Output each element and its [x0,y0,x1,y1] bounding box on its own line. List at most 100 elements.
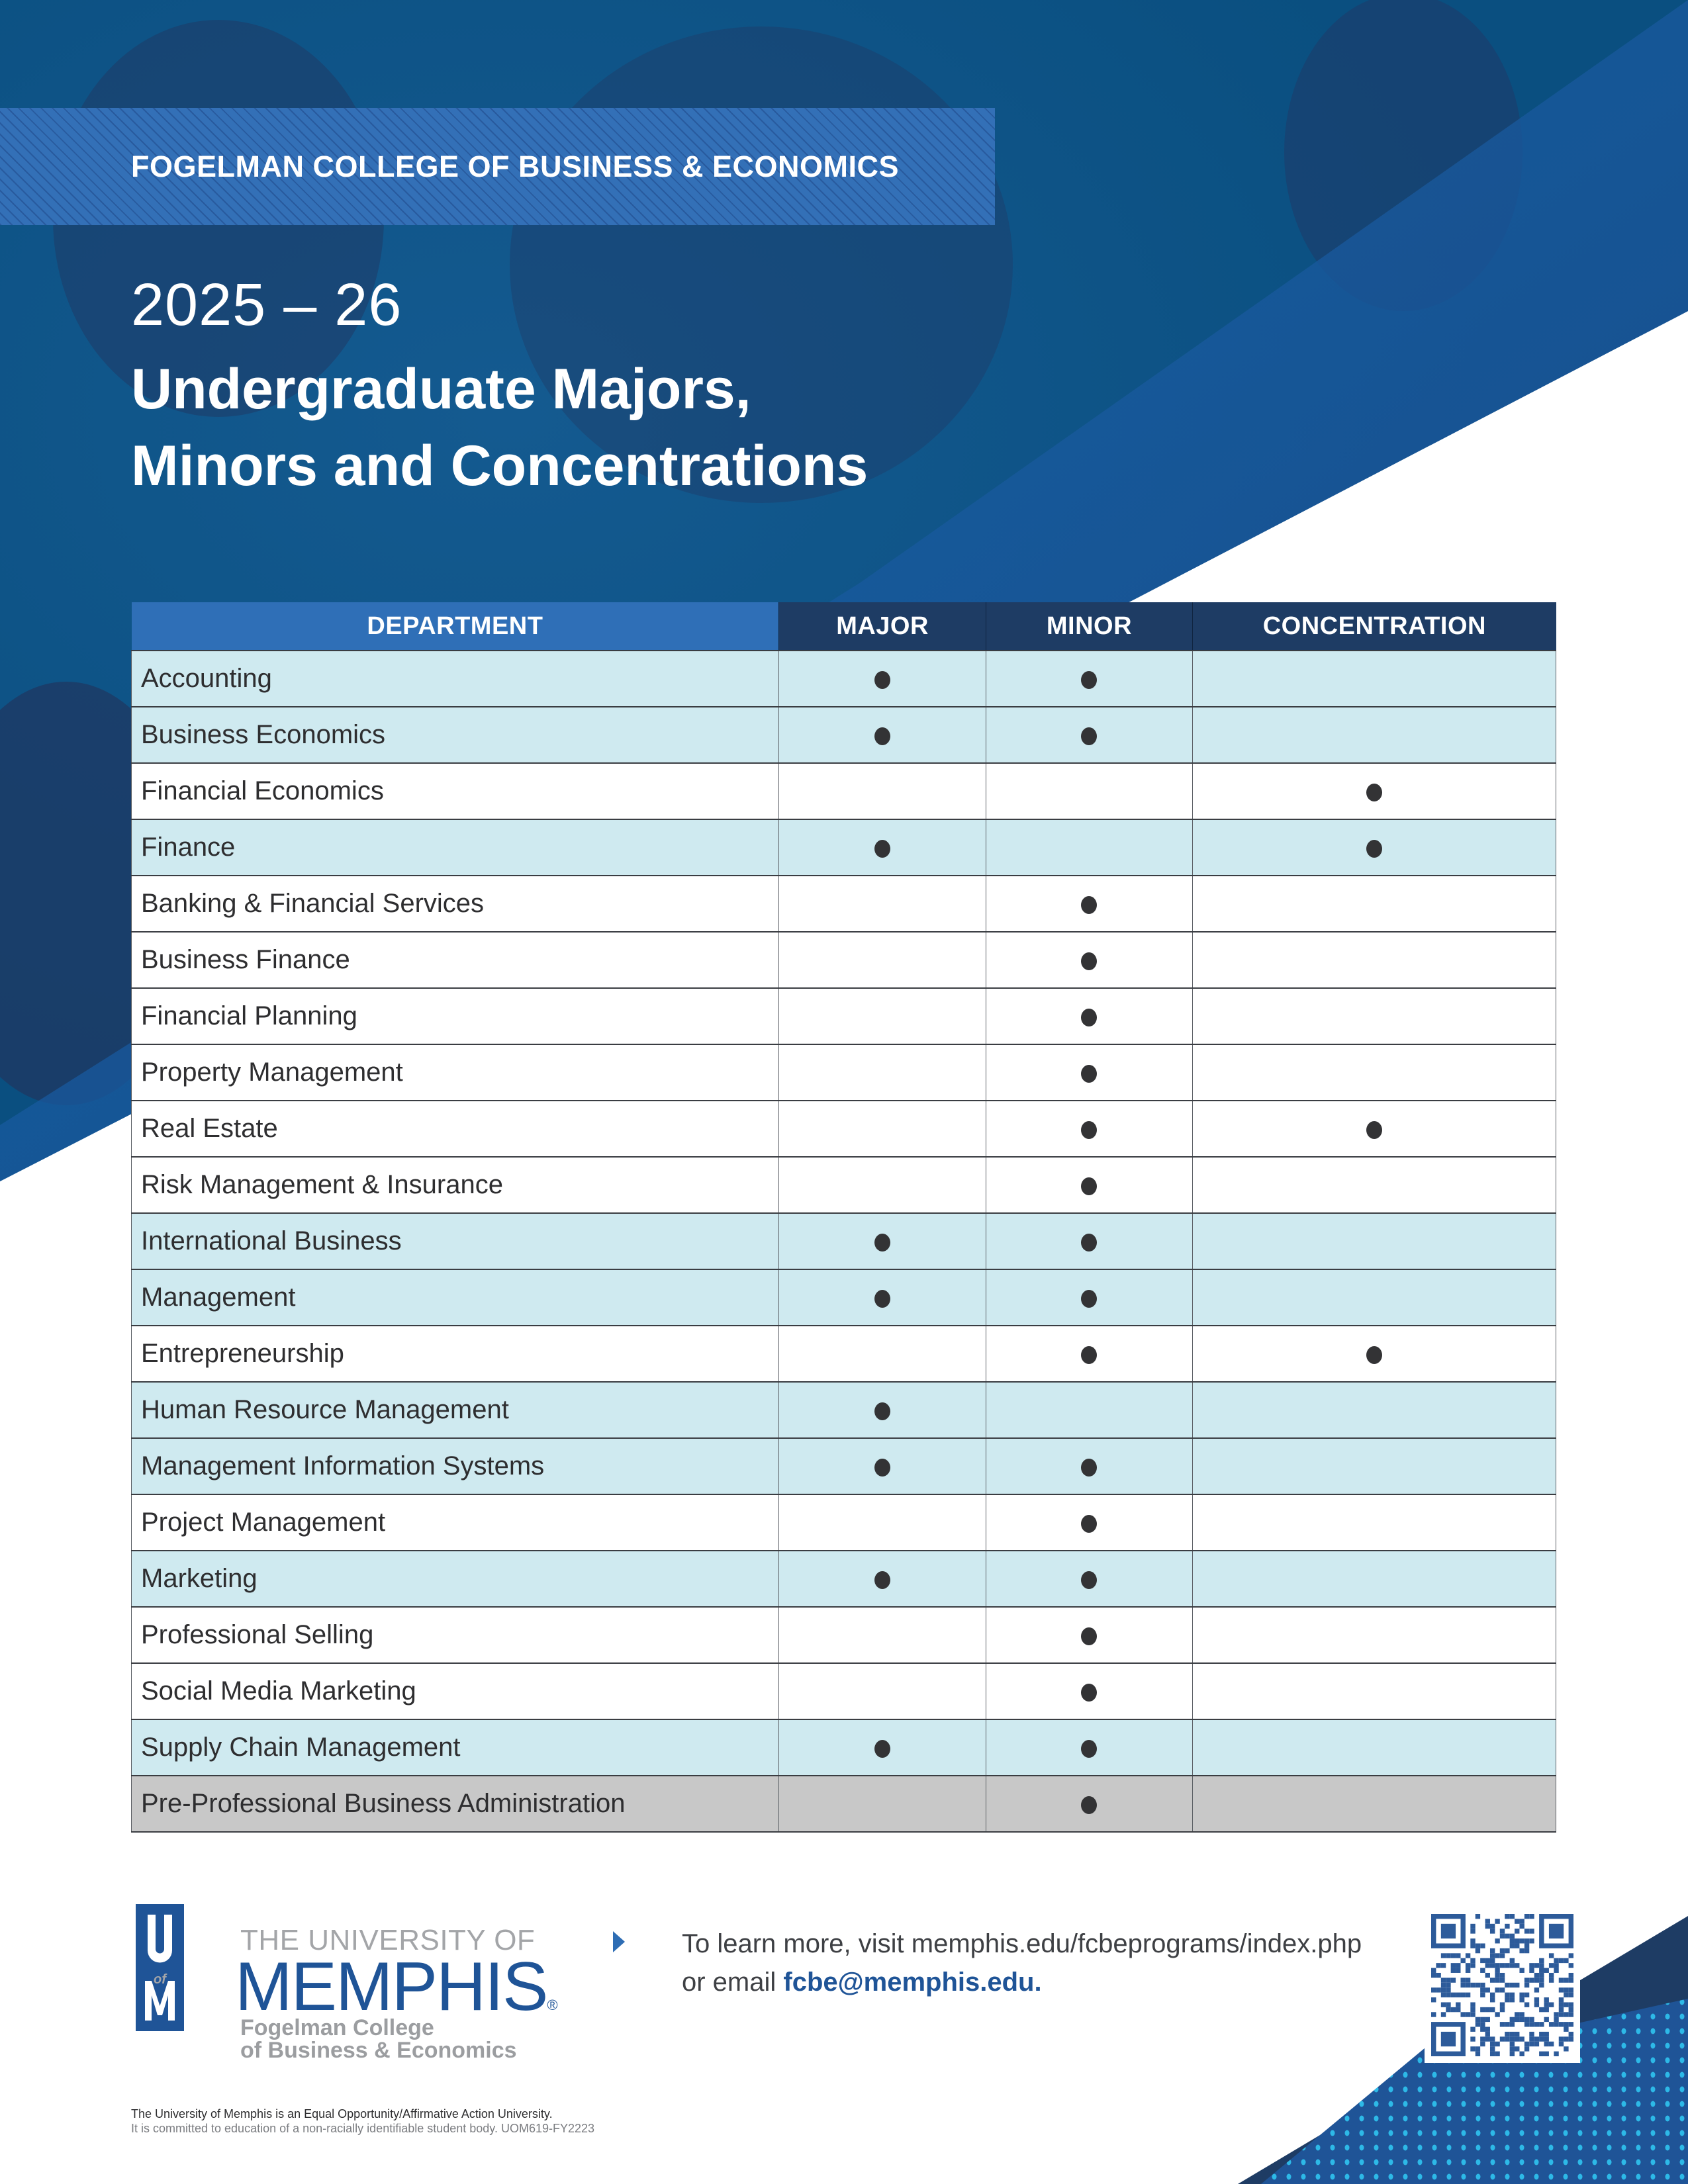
major-cell [778,1100,986,1157]
eeo-line-2: It is committed to education of a non-ra… [131,2122,595,2135]
concentration-cell [1192,1100,1556,1157]
minor-cell [985,987,1193,1044]
table-row: International Business [130,1212,1556,1269]
qr-code-icon [1431,1914,1573,2056]
department-cell: Management [130,1269,779,1326]
table-header-row: DEPARTMENT MAJOR MINOR CONCENTRATION [131,602,1556,651]
table-row: Social Media Marketing [130,1662,1556,1719]
bullet-icon [1081,1233,1098,1251]
department-cell: Banking & Financial Services [130,875,779,932]
major-cell [778,1437,986,1494]
minor-cell [985,1550,1193,1607]
major-cell [778,987,986,1044]
table-body: Accounting Business Economics Financial Ec… [130,650,1556,1833]
concentration-cell [1192,1269,1556,1326]
concentration-cell [1192,1662,1556,1719]
bullet-icon [1081,1120,1098,1139]
bullet-icon [874,839,891,858]
concentration-cell [1192,1381,1556,1438]
qr-code[interactable] [1425,1907,1580,2063]
table-row: Project Management [130,1494,1556,1551]
bullet-icon [1081,1177,1098,1195]
department-cell: Professional Selling [130,1606,779,1663]
concentration-cell [1192,1494,1556,1551]
concentration-cell [1192,1156,1556,1213]
table-row: Management Information Systems [130,1437,1556,1494]
table-row: Banking & Financial Services [130,875,1556,932]
bullet-icon [1081,1345,1098,1364]
minor-cell [985,1325,1193,1382]
registered-mark: ® [547,1997,557,2013]
email-link[interactable]: fcbe@memphis.edu. [783,1968,1042,1997]
equal-opportunity-statement: The University of Memphis is an Equal Op… [131,2107,594,2136]
department-cell: Property Management [130,1044,779,1101]
minor-cell [985,762,1193,819]
bullet-icon [1081,1683,1098,1702]
concentration-cell [1192,1212,1556,1269]
logo-college-line-2: of Business & Economics [240,2038,517,2063]
bullet-icon [1081,1514,1098,1533]
minor-cell [985,1381,1193,1438]
bullet-icon [874,1739,891,1758]
bullet-icon [1081,1796,1098,1814]
bullet-icon [1366,1345,1383,1364]
major-cell [778,819,986,876]
department-cell: International Business [130,1212,779,1269]
department-cell: Risk Management & Insurance [130,1156,779,1213]
column-header-department: DEPARTMENT [131,602,779,651]
column-header-major: MAJOR [778,602,986,651]
department-cell: Pre-Professional Business Administration [130,1775,779,1833]
minor-cell [985,931,1193,988]
table-row: Marketing [130,1550,1556,1607]
table-row: Finance [130,819,1556,876]
major-cell [778,706,986,763]
bullet-icon [1366,783,1383,801]
major-cell [778,1606,986,1663]
department-cell: Business Economics [130,706,779,763]
major-cell [778,1550,986,1607]
major-cell [778,1494,986,1551]
table-row: Property Management [130,1044,1556,1101]
department-cell: Finance [130,819,779,876]
table-row: Financial Planning [130,987,1556,1044]
logo-college-line-1: Fogelman College [240,2015,434,2040]
department-cell: Social Media Marketing [130,1662,779,1719]
logo-college-name: Fogelman College of Business & Economics [240,2017,517,2062]
department-cell: Human Resource Management [130,1381,779,1438]
college-name: FOGELMAN COLLEGE OF BUSINESS & ECONOMICS [131,149,900,183]
concentration-cell [1192,819,1556,876]
email-line: or email fcbe@memphis.edu. [682,1963,1362,2001]
major-cell [778,931,986,988]
department-cell: Entrepreneurship [130,1325,779,1382]
eeo-line-1: The University of Memphis is an Equal Op… [131,2107,553,2120]
department-cell: Accounting [130,650,779,707]
bullet-icon [1081,1064,1098,1083]
learn-more-text: To learn more, visit memphis.edu/fcbepro… [682,1929,1362,1958]
concentration-cell [1192,650,1556,707]
minor-cell [985,819,1193,876]
title-line-2: Minors and Concentrations [131,434,868,498]
concentration-cell [1192,1775,1556,1833]
bullet-icon [1081,670,1098,689]
table-row: Supply Chain Management [130,1719,1556,1776]
bullet-icon [874,1289,891,1308]
minor-cell [985,1212,1193,1269]
title-line-1: Undergraduate Majors, [131,357,751,421]
table-row: Human Resource Management [130,1381,1556,1438]
major-cell [778,1719,986,1776]
concentration-cell [1192,706,1556,763]
concentration-cell [1192,762,1556,819]
page-title: Undergraduate Majors, Minors and Concent… [131,351,868,504]
minor-cell [985,1044,1193,1101]
minor-cell [985,1775,1193,1833]
minor-cell [985,1606,1193,1663]
major-cell [778,1212,986,1269]
academic-year: 2025 – 26 [131,272,402,338]
minor-cell [985,875,1193,932]
major-cell [778,1775,986,1833]
svg-text:of: of [154,1972,167,1987]
minor-cell [985,1494,1193,1551]
concentration-cell [1192,1606,1556,1663]
logo-memphis-text: MEMPHIS [235,1948,548,2025]
bullet-icon [1081,895,1098,914]
